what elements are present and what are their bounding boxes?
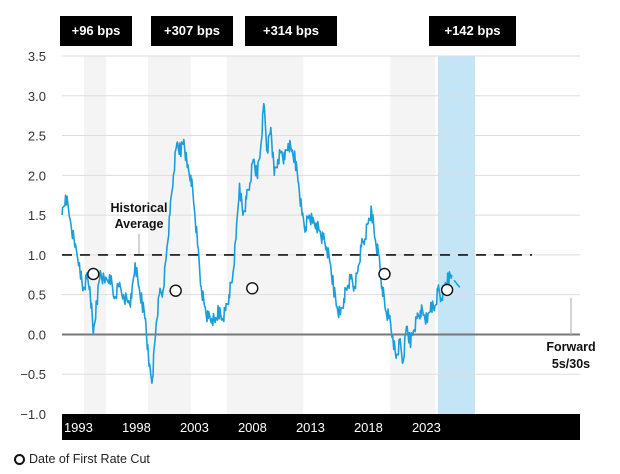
- shaded-period-band: [84, 56, 107, 414]
- y-tick-label: −1.0: [20, 407, 46, 422]
- y-tick-label: 1.5: [28, 208, 46, 223]
- series-line-yield-curve: [61, 102, 453, 384]
- first-rate-cut-markers: [87, 267, 454, 297]
- period-badge: [245, 16, 337, 46]
- x-tick-label: 1993: [64, 420, 93, 435]
- x-tick-label: 2018: [354, 420, 383, 435]
- legend-label: Date of First Rate Cut: [29, 452, 150, 466]
- x-tick-label: 2003: [180, 420, 209, 435]
- period-badge: [429, 16, 516, 46]
- period-badges: +96 bps +307 bps +314 bps +142 bps: [60, 16, 516, 46]
- x-axis: 1993 1998 2003 2008 2013 2018 2023: [64, 420, 441, 435]
- forward-label-line2: 5s/30s: [552, 357, 590, 371]
- period-badge-label: +142 bps: [444, 23, 500, 38]
- first-rate-cut-marker: [169, 284, 182, 297]
- period-badge: [151, 16, 233, 46]
- x-axis-bar: [62, 414, 580, 440]
- y-tick-label: 0.5: [28, 288, 46, 303]
- period-badge-label: +307 bps: [164, 23, 220, 38]
- historical-average-label-line2: Average: [115, 217, 164, 231]
- y-tick-label: 2.5: [28, 129, 46, 144]
- shaded-periods: [84, 56, 475, 414]
- legend: Date of First Rate Cut: [14, 452, 150, 466]
- x-tick-label: 2008: [238, 420, 267, 435]
- y-tick-label: 1.0: [28, 248, 46, 263]
- y-tick-label: 2.0: [28, 168, 46, 183]
- gridlines: [62, 55, 580, 375]
- first-rate-cut-marker: [246, 282, 259, 295]
- forward-label-line1: Forward: [546, 340, 595, 354]
- y-tick-label: 3.5: [28, 49, 46, 64]
- period-badge: [60, 16, 132, 46]
- circle-marker-icon: [14, 453, 25, 465]
- y-tick-label: −0.5: [20, 367, 46, 382]
- shaded-period-band: [437, 56, 475, 414]
- y-tick-label: 3.0: [28, 89, 46, 104]
- x-tick-label: 1998: [122, 420, 151, 435]
- first-rate-cut-marker: [87, 267, 100, 281]
- x-tick-label: 2023: [412, 420, 441, 435]
- first-rate-cut-marker: [378, 267, 391, 281]
- shaded-period-band: [390, 56, 436, 414]
- first-rate-cut-marker: [440, 283, 454, 297]
- x-tick-label: 2013: [296, 420, 325, 435]
- series-line-forward: [453, 279, 467, 296]
- historical-average-label-line1: Historical: [111, 201, 168, 215]
- y-axis: 3.5 3.0 2.5 2.0 1.5 1.0 0.5 0.0 −0.5 −1.0: [20, 49, 46, 422]
- period-badge-label: +314 bps: [263, 23, 319, 38]
- y-tick-label: 0.0: [28, 327, 46, 342]
- period-badge-label: +96 bps: [72, 23, 121, 38]
